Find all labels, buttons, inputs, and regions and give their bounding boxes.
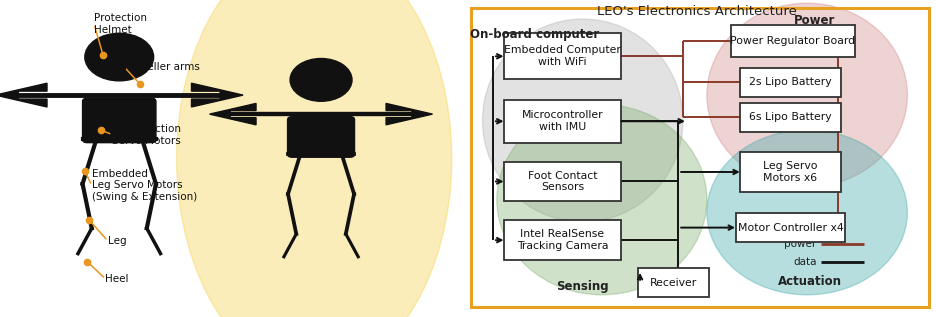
Ellipse shape: [483, 19, 683, 222]
FancyBboxPatch shape: [504, 100, 621, 143]
Text: Heel: Heel: [106, 274, 129, 284]
Ellipse shape: [707, 3, 907, 187]
FancyBboxPatch shape: [731, 25, 855, 57]
FancyBboxPatch shape: [82, 98, 156, 143]
FancyBboxPatch shape: [287, 117, 355, 157]
Ellipse shape: [497, 105, 707, 295]
Text: Intel RealSense
Tracking Camera: Intel RealSense Tracking Camera: [517, 229, 608, 251]
Text: Sensing: Sensing: [556, 280, 609, 294]
Text: On-board computer: On-board computer: [471, 28, 600, 42]
FancyArrow shape: [0, 83, 47, 107]
Ellipse shape: [707, 130, 907, 295]
FancyBboxPatch shape: [504, 33, 621, 79]
Text: Power: Power: [794, 14, 835, 27]
Text: Motor Controller x4: Motor Controller x4: [738, 223, 843, 233]
Circle shape: [290, 59, 352, 101]
FancyBboxPatch shape: [740, 103, 841, 132]
Text: 6s Lipo Battery: 6s Lipo Battery: [749, 112, 832, 122]
FancyBboxPatch shape: [504, 220, 621, 260]
FancyArrow shape: [210, 103, 256, 125]
Text: Power Regulator Board: Power Regulator Board: [730, 36, 856, 46]
Text: Embedded
Leg Servo Motors
(Swing & Extension): Embedded Leg Servo Motors (Swing & Exten…: [92, 169, 197, 202]
Text: Ad/Abduction
Servo Motors: Ad/Abduction Servo Motors: [112, 124, 183, 146]
FancyBboxPatch shape: [740, 68, 841, 97]
FancyBboxPatch shape: [504, 162, 621, 201]
Ellipse shape: [177, 0, 452, 317]
Text: Leg Servo
Motors x6: Leg Servo Motors x6: [763, 161, 818, 183]
FancyArrow shape: [192, 83, 243, 107]
Text: power: power: [784, 239, 816, 249]
Text: Propeller arms: Propeller arms: [124, 61, 199, 72]
Text: data: data: [793, 256, 816, 267]
Text: Receiver: Receiver: [650, 278, 697, 288]
Text: LEO's Electronics Architecture: LEO's Electronics Architecture: [597, 5, 797, 18]
Text: Embedded Computer
with WiFi: Embedded Computer with WiFi: [504, 45, 621, 67]
Text: Protection
Helmet: Protection Helmet: [94, 13, 147, 35]
Text: 2s Lipo Battery: 2s Lipo Battery: [749, 77, 832, 87]
FancyBboxPatch shape: [637, 268, 709, 297]
Text: Actuation: Actuation: [778, 275, 841, 288]
Text: Foot Contact
Sensors: Foot Contact Sensors: [528, 171, 597, 192]
Text: Leg: Leg: [108, 236, 126, 246]
Text: Microcontroller
with IMU: Microcontroller with IMU: [521, 110, 604, 132]
FancyArrow shape: [386, 103, 432, 125]
FancyBboxPatch shape: [740, 152, 841, 192]
Circle shape: [85, 33, 154, 81]
FancyBboxPatch shape: [736, 213, 845, 242]
